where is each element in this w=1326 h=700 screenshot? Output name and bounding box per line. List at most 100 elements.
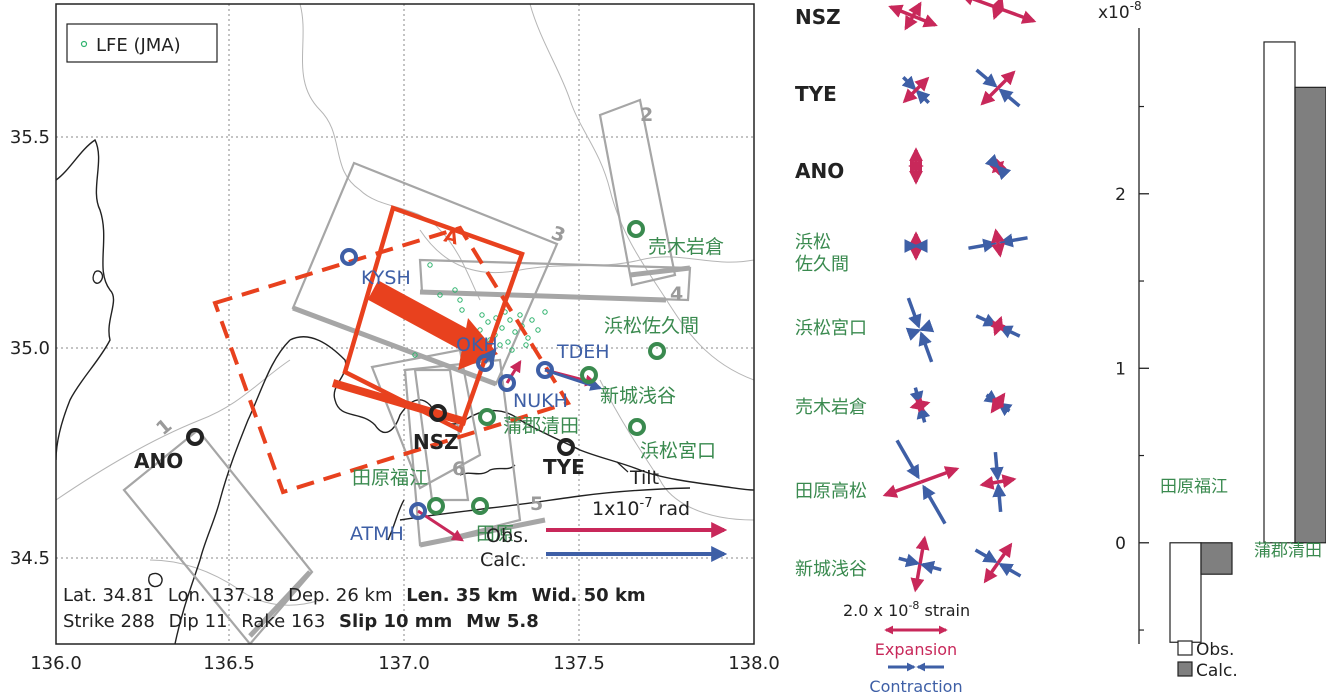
strain-arrow [991, 4, 1005, 21]
strain-arrow [901, 75, 917, 91]
strain-arrow [922, 484, 947, 525]
strain-arrow [915, 535, 930, 565]
strain-arrow [983, 389, 999, 404]
chart-bar [1263, 41, 1296, 544]
y-tick-2: 34.5 [10, 548, 50, 569]
station-miyaguchi-marker [628, 418, 646, 436]
strain-row-label-sakuma-2: 佐久間 [795, 254, 849, 275]
chart-y-tick-label: 2 [1115, 185, 1126, 205]
fault-number-4: 4 [670, 283, 683, 305]
station-tdeh-marker [536, 361, 554, 379]
strain-scale-text: 2.0 x 10-8 strain [843, 599, 970, 620]
fault-rectangles [122, 98, 692, 644]
map-grid [56, 4, 754, 644]
strain-arrow [909, 397, 925, 411]
chart-y-multiplier: x10-8 [1098, 0, 1142, 23]
strain-arrow [959, 0, 999, 10]
strain-row-label-ano: ANO [795, 159, 844, 183]
strain-glyphs [882, 0, 1037, 593]
red-fault-model [212, 205, 572, 495]
station-tye-marker [557, 438, 575, 456]
label-shinshiro: 新城浅谷 [600, 385, 676, 407]
fault-number-6: 6 [452, 458, 465, 480]
strain-arrow [902, 88, 918, 104]
strain-arrow [992, 482, 1007, 513]
strain-arrow [989, 451, 1004, 482]
strain-row-label-takamatsu: 田原高松 [795, 481, 867, 502]
x-tick-4: 138.0 [728, 653, 780, 674]
strain-arrow [882, 480, 922, 498]
strain-arrow [996, 70, 1016, 90]
x-tick-0: 136.0 [30, 653, 82, 674]
label-tahara: 田原 [476, 523, 514, 545]
strain-arrow [996, 542, 1013, 565]
station-sakuma-marker [648, 342, 666, 360]
label-sakuma: 浜松佐久間 [604, 315, 699, 337]
strain-arrow [919, 560, 942, 575]
strain-arrow [991, 242, 1006, 258]
strain-arrow [916, 404, 931, 423]
strain-arrow [909, 387, 924, 406]
strain-arrow [991, 0, 1005, 12]
station-shinshiro-marker [580, 366, 598, 384]
strain-arrow [990, 315, 1004, 332]
station-atmh-marker [409, 502, 427, 520]
strain-row-label-shinshiro: 新城浅谷 [795, 559, 867, 580]
legend-obs-label: Obs. [1196, 640, 1234, 660]
strain-panel: NSZ TYE ANO 浜松 佐久間 浜松宮口 売木岩倉 田原高松 新城浅谷 2… [795, 0, 1037, 696]
strain-arrow [997, 474, 1017, 489]
chart-bars [1169, 41, 1326, 643]
map-legend: LFE (JMA) [66, 23, 218, 63]
fault-number-2: 2 [640, 104, 653, 126]
strain-arrow [974, 548, 998, 563]
tilt-obs-label: Obs. [486, 525, 529, 547]
strain-arrow [910, 563, 925, 593]
label-uragi: 売木岩倉 [648, 236, 724, 258]
legend-calc-label: Calc. [1196, 661, 1238, 681]
strain-row-label-miyaguchi: 浜松宮口 [795, 318, 867, 339]
fault-number-1: 1 [152, 414, 176, 439]
strain-arrow [992, 320, 1006, 337]
strain-arrow [998, 563, 1022, 578]
label-fukue: 田原福江 [352, 467, 428, 489]
station-gamagori-marker [478, 408, 496, 426]
chart-legend: Obs. Calc. [1177, 640, 1238, 681]
chart-y-tick-label: 0 [1115, 534, 1126, 554]
station-markers [186, 220, 666, 520]
strain-arrow [983, 561, 1000, 584]
label-nsz: NSZ [413, 430, 459, 454]
chart-y-tick-label: 1 [1115, 359, 1126, 379]
station-fukue-marker [427, 497, 445, 515]
chart-category-0: 田原福江 [1160, 477, 1228, 497]
strain-arrow [998, 233, 1028, 248]
strain-arrow [918, 319, 935, 333]
strain-arrow [906, 297, 922, 329]
strain-arrow [920, 466, 960, 484]
station-kysh-marker [340, 248, 358, 266]
chart-bar [1200, 542, 1233, 575]
strain-arrow [888, 4, 914, 18]
label-atmh: ATMH [350, 523, 404, 545]
strain-arrow [915, 399, 931, 413]
x-tick-3: 137.5 [553, 653, 605, 674]
strain-arrow [984, 153, 1000, 169]
x-tick-1: 136.5 [203, 653, 255, 674]
map-panel: 1 2 3 4 5 6 A ANO NSZ TYE KYSH OKH TDEH … [10, 3, 780, 674]
strain-arrow [908, 1, 922, 18]
strain-arrow [979, 475, 999, 490]
y-tick-1: 35.0 [10, 338, 50, 359]
strain-arrow [895, 439, 920, 480]
strain-arrow [996, 165, 1012, 181]
strain-arrow [980, 86, 1000, 106]
map-frame [55, 3, 755, 645]
fault-parameters: Lat. 34.81 Lon. 137.18 Dep. 26 km Len. 3… [63, 585, 646, 632]
expansion-label: Expansion [875, 640, 957, 659]
legend-obs-swatch [1177, 640, 1193, 656]
strain-arrow [975, 313, 998, 327]
strain-row-label-sakuma-1: 浜松 [795, 232, 831, 253]
tilt-scale-value: 1x10-7 rad [592, 496, 690, 520]
label-ano: ANO [134, 449, 183, 473]
strain-arrow [991, 158, 1007, 174]
strain-row-label-tye: TYE [795, 82, 837, 106]
